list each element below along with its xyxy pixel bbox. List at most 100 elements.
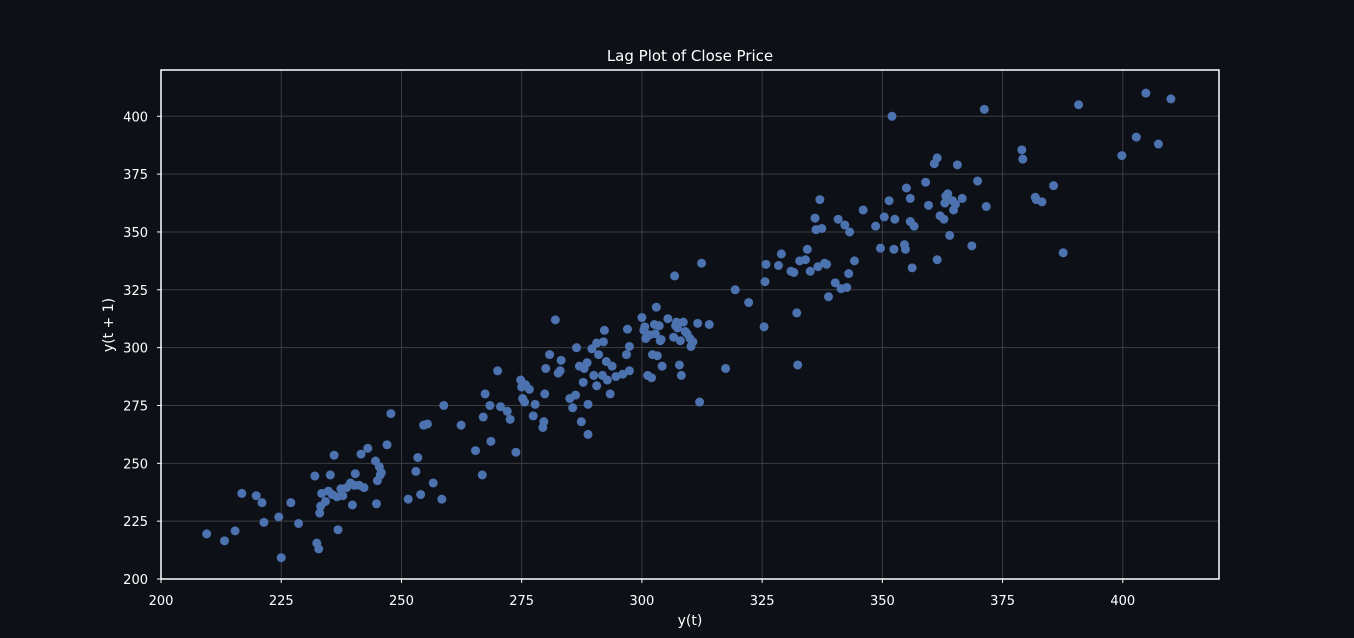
scatter-point xyxy=(1117,151,1127,161)
scatter-point xyxy=(792,308,802,318)
scatter-point xyxy=(890,214,900,224)
scatter-point xyxy=(1049,181,1059,191)
scatter-point xyxy=(257,498,267,508)
y-tick-label: 300 xyxy=(123,342,148,357)
scatter-point xyxy=(607,361,617,371)
scatter-point xyxy=(697,258,707,268)
scatter-point xyxy=(905,193,915,203)
scatter-point xyxy=(578,377,588,387)
scatter-point xyxy=(730,285,740,295)
scatter-point xyxy=(940,198,950,208)
scatter-point xyxy=(813,262,823,272)
scatter-point xyxy=(1058,248,1068,258)
scatter-point xyxy=(599,325,609,335)
x-axis-ticks: 200 225 250 275 300 325 350 375 400 xyxy=(149,579,1135,609)
scatter-point xyxy=(413,453,423,463)
scatter-point xyxy=(350,469,360,479)
scatter-point xyxy=(422,419,432,429)
scatter-point xyxy=(981,202,991,212)
scatter-point xyxy=(802,244,812,254)
scatter-point xyxy=(556,355,566,365)
scatter-point xyxy=(320,496,330,506)
scatter-point xyxy=(1153,139,1163,149)
scatter-point xyxy=(810,213,820,223)
scatter-point xyxy=(932,255,942,265)
scatter-point xyxy=(437,494,447,504)
scatter-point xyxy=(259,517,269,527)
scatter-point xyxy=(314,544,324,554)
x-tick-label: 400 xyxy=(1110,594,1135,609)
scatter-point xyxy=(921,177,931,187)
scatter-point xyxy=(485,400,495,410)
scatter-point xyxy=(576,417,586,427)
scatter-point xyxy=(582,358,592,368)
scatter-point xyxy=(845,227,855,237)
scatter-point xyxy=(858,205,868,215)
scatter-point xyxy=(721,363,731,373)
scatter-point xyxy=(478,412,488,422)
scatter-point xyxy=(651,302,661,312)
scatter-point xyxy=(456,420,466,430)
scatter-point xyxy=(471,446,481,456)
scatter-point xyxy=(759,322,769,332)
scatter-point xyxy=(973,176,983,186)
scatter-point xyxy=(647,373,657,383)
scatter-point xyxy=(637,313,647,323)
scatter-point xyxy=(674,360,684,370)
x-tick-label: 200 xyxy=(149,594,174,609)
plot-frame xyxy=(160,69,1220,580)
scatter-point xyxy=(1018,154,1028,164)
scatter-point xyxy=(939,214,949,224)
scatter-point xyxy=(842,282,852,292)
scatter-point xyxy=(945,230,955,240)
scatter-point xyxy=(622,324,632,334)
scatter-point xyxy=(952,160,962,170)
scatter-point xyxy=(555,366,565,376)
scatter-point xyxy=(571,390,581,400)
scatter-point xyxy=(310,471,320,481)
scatter-point xyxy=(815,195,825,205)
scatter-point xyxy=(550,315,560,325)
scatter-point xyxy=(480,389,490,399)
scatter-point xyxy=(539,417,549,427)
scatter-point xyxy=(439,400,449,410)
scatter-point xyxy=(675,336,685,346)
scatter-point xyxy=(530,399,540,409)
scatter-point xyxy=(589,370,599,380)
scatter-point xyxy=(657,361,667,371)
scatter-point xyxy=(889,244,899,254)
x-tick-label: 250 xyxy=(389,594,414,609)
scatter-point xyxy=(871,221,881,231)
scatter-point xyxy=(545,350,555,360)
scatter-point xyxy=(761,259,771,269)
scatter-point xyxy=(251,491,261,501)
scatter-point xyxy=(884,196,894,206)
scatter-point xyxy=(650,329,660,339)
scatter-point xyxy=(315,508,325,518)
scatter-point xyxy=(773,261,783,271)
y-axis-ticks: 200 225 250 275 300 325 350 375 400 xyxy=(123,110,161,588)
scatter-point xyxy=(950,199,960,209)
scatter-point xyxy=(592,381,602,391)
scatter-point xyxy=(477,470,487,480)
scatter-point xyxy=(640,322,650,332)
scatter-point xyxy=(805,266,815,276)
y-axis-label: y(t + 1) xyxy=(101,298,117,352)
scatter-point xyxy=(524,384,534,394)
scatter-point xyxy=(672,323,682,333)
scatter-point xyxy=(879,212,889,222)
x-tick-label: 275 xyxy=(509,594,534,609)
scatter-point xyxy=(568,403,578,413)
x-tick-label: 375 xyxy=(990,594,1015,609)
scatter-point xyxy=(594,350,604,360)
scatter-point xyxy=(789,267,799,277)
scatter-point xyxy=(356,449,366,459)
scatter-point xyxy=(1166,94,1176,104)
scatter-point xyxy=(541,363,551,373)
scatter-point xyxy=(744,298,754,308)
scatter-point xyxy=(654,321,664,331)
scatter-point xyxy=(887,111,897,121)
scatter-point xyxy=(294,518,304,528)
scatter-point xyxy=(967,241,977,251)
